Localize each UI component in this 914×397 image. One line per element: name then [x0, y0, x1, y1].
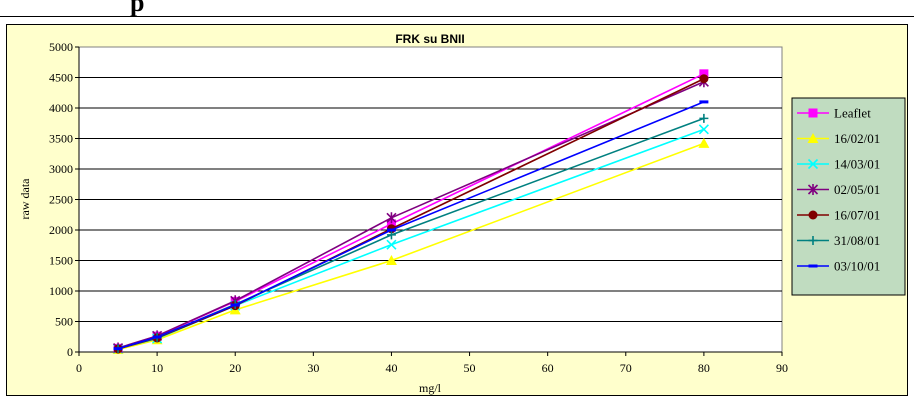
x-tick-label: 70 [620, 361, 632, 375]
legend-marker [807, 133, 819, 143]
legend-box [791, 97, 906, 296]
legend-item: Leaflet [797, 106, 871, 121]
legend: Leaflet 16/02/01 14/03/01 02/05/01 16/07/01 3… [791, 97, 906, 296]
legend-marker [808, 210, 818, 220]
line-chart: 0500100015002000250030003500400045005000… [18, 32, 906, 395]
y-tick-label: 3000 [49, 162, 73, 176]
legend-label: 14/03/01 [834, 157, 880, 172]
series-lines [112, 69, 710, 355]
x-axis-label: mg/l [419, 381, 442, 395]
chart-title: FRK su BNII [395, 32, 464, 46]
y-tick-label: 500 [55, 315, 73, 329]
data-point [386, 228, 396, 232]
legend-item: 02/05/01 [797, 182, 880, 197]
x-tick-label: 20 [229, 361, 241, 375]
data-point [386, 239, 397, 250]
data-point [699, 74, 709, 84]
x-tick-label: 10 [151, 361, 163, 375]
y-tick-label: 0 [67, 345, 73, 359]
legend-item: 16/07/01 [797, 208, 880, 223]
y-tick-label: 2000 [49, 223, 73, 237]
legend-marker [807, 158, 819, 170]
data-point [699, 100, 709, 104]
legend-label: 16/07/01 [834, 208, 880, 223]
page-heading-fragment: p [130, 0, 145, 17]
x-tick-label: 30 [307, 361, 319, 375]
legend-label: 31/08/01 [834, 233, 880, 248]
x-tick-label: 80 [698, 361, 710, 375]
y-tick-label: 1000 [49, 284, 73, 298]
y-tick-label: 1500 [49, 254, 73, 268]
legend-marker [808, 236, 818, 245]
data-point [698, 137, 710, 148]
legend-label: 02/05/01 [834, 182, 880, 197]
legend-marker [807, 184, 819, 195]
data-point [699, 113, 709, 123]
data-point [230, 303, 240, 307]
y-tick-label: 2500 [49, 193, 73, 207]
data-point [386, 230, 396, 240]
legend-marker [808, 264, 818, 268]
legend-item: 14/03/01 [797, 157, 880, 172]
tick-labels: 0500100015002000250030003500400045005000… [49, 40, 788, 375]
x-tick-label: 0 [76, 361, 82, 375]
data-point [386, 212, 397, 224]
data-point [113, 347, 123, 351]
y-tick-label: 4500 [49, 71, 73, 85]
legend-marker [808, 108, 818, 118]
y-axis-label: raw data [18, 178, 32, 220]
x-tick-label: 40 [385, 361, 397, 375]
data-point [152, 335, 162, 339]
legend-item: 31/08/01 [797, 233, 880, 248]
chart-frame: 0 500 1000 1500 2000 2500 3000 3500 4000 4500 5000… [6, 24, 908, 396]
data-point [699, 69, 709, 79]
y-tick-label: 4000 [49, 101, 73, 115]
data-point [386, 219, 396, 229]
data-point [385, 255, 397, 265]
legend-item: 16/02/01 [797, 131, 880, 146]
top-divider [0, 16, 914, 17]
y-tick-label: 5000 [49, 40, 73, 54]
data-point [698, 124, 709, 135]
legend-item: 03/10/01 [797, 259, 880, 274]
series-group [113, 100, 709, 351]
legend-label: 03/10/01 [834, 259, 880, 274]
x-tick-label: 60 [542, 361, 554, 375]
legend-label: 16/02/01 [834, 131, 880, 146]
legend-label: Leaflet [834, 106, 871, 121]
x-tick-label: 50 [464, 361, 476, 375]
x-tick-label: 90 [776, 361, 788, 375]
y-tick-label: 3500 [49, 132, 73, 146]
